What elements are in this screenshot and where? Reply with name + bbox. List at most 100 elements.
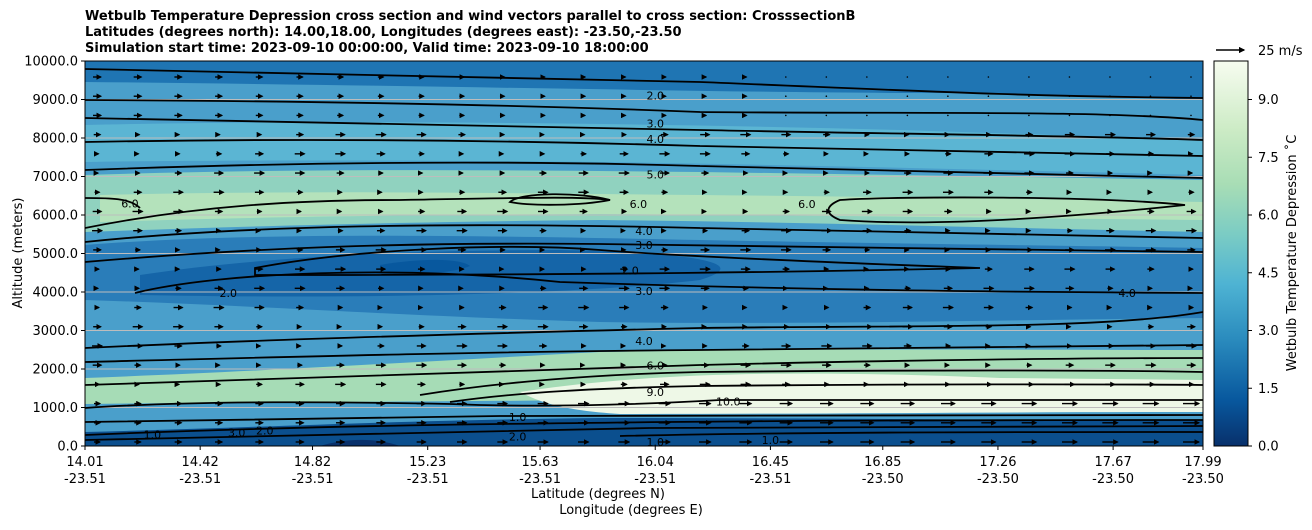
x-tick-label-lon: -23.51 bbox=[749, 472, 791, 487]
y-axis: 0.0 1000.0 2000.0 3000.0 4000.0 5000.0 6000.0 7… bbox=[24, 55, 85, 455]
x-tick-label-lat: 14.82 bbox=[294, 455, 331, 470]
wind-vector bbox=[1068, 76, 1071, 78]
contour-line bbox=[619, 431, 1203, 437]
contour-label: 10.0 bbox=[716, 396, 741, 409]
y-tick-label: 4000.0 bbox=[33, 286, 79, 301]
wind-vector bbox=[987, 95, 990, 98]
colorbar-gradient bbox=[1213, 60, 1249, 447]
wind-vector bbox=[866, 114, 868, 117]
x-tick-label-lat: 17.99 bbox=[1184, 455, 1221, 470]
x-tick-label-lon: -23.51 bbox=[519, 472, 561, 487]
x-tick-label-lat: 17.26 bbox=[979, 455, 1016, 470]
band-surface-dark bbox=[85, 418, 1203, 446]
contour-line bbox=[419, 369, 1203, 396]
y-tick-label: 5000.0 bbox=[33, 247, 79, 262]
y-tick-label: 0.0 bbox=[57, 440, 78, 455]
y-tick-label: 3000.0 bbox=[33, 324, 79, 339]
contour-line bbox=[134, 271, 1203, 294]
contour-label: 1.0 bbox=[144, 428, 162, 441]
colorbar-tick-label: 0.0 bbox=[1258, 440, 1279, 455]
wind-vector bbox=[785, 114, 787, 117]
chart-title-line-3: Simulation start time: 2023-09-10 00:00:… bbox=[85, 41, 649, 56]
wind-vector bbox=[1149, 114, 1152, 117]
colorbar-tick-label: 1.5 bbox=[1258, 382, 1279, 397]
colorbar: 0.0 1.5 3.0 4.5 6.0 7.5 9.0 Wetbulb Temperatur… bbox=[1213, 60, 1300, 455]
contour-label: 6.0 bbox=[121, 197, 139, 210]
contour-line bbox=[827, 196, 1186, 224]
colorbar-tick-label: 7.5 bbox=[1258, 151, 1279, 166]
wind-vector bbox=[1190, 76, 1192, 78]
wind-vector bbox=[1149, 95, 1152, 98]
contour-label: 3.0 bbox=[635, 285, 653, 298]
wind-vector bbox=[1190, 114, 1192, 117]
x-tick-label-lon: -23.51 bbox=[634, 472, 676, 487]
x-axis-label-latitude: Latitude (degrees N) bbox=[531, 487, 665, 502]
colorbar-tick-label: 9.0 bbox=[1258, 93, 1279, 108]
colorbar-tick-label: 3.0 bbox=[1258, 324, 1279, 339]
x-tick-label-lat: 14.01 bbox=[66, 455, 103, 470]
contour-line bbox=[85, 224, 1203, 243]
x-tick-label-lat: 17.67 bbox=[1095, 455, 1132, 470]
quiver-key-label: 25 m/s bbox=[1258, 44, 1303, 59]
contour-label: 4.0 bbox=[635, 225, 653, 238]
contour-label: 6.0 bbox=[798, 198, 816, 211]
wind-vector bbox=[866, 76, 868, 78]
wind-vector bbox=[987, 114, 990, 117]
wind-vector bbox=[906, 114, 909, 117]
wind-vector bbox=[866, 95, 868, 98]
contour-label: 4.0 bbox=[646, 133, 664, 146]
wind-vector bbox=[1149, 76, 1152, 78]
contour-label: 1.0 bbox=[646, 436, 664, 449]
contour-label: 9.0 bbox=[646, 386, 664, 399]
contour-label: 2.0 bbox=[220, 287, 238, 300]
colorbar-ticks: 0.0 1.5 3.0 4.5 6.0 7.5 9.0 bbox=[1248, 93, 1279, 455]
wind-vectors bbox=[92, 74, 1201, 445]
y-axis-label: Altitude (meters) bbox=[11, 198, 26, 309]
contour-labels: 2.03.04.05.06.0 6.0 6.04.03.02.02.0 3.0 4.04… bbox=[121, 90, 1136, 449]
wind-vector bbox=[947, 95, 949, 98]
contour-line bbox=[85, 197, 141, 209]
wind-vector bbox=[785, 95, 787, 98]
contour-line bbox=[508, 193, 611, 206]
y-tick-label: 9000.0 bbox=[33, 93, 79, 108]
y-tick-label: 6000.0 bbox=[33, 209, 79, 224]
contour-line bbox=[449, 383, 1203, 403]
y-tick-label: 7000.0 bbox=[33, 170, 79, 185]
contour-label: 2.0 bbox=[621, 264, 639, 277]
wind-vector bbox=[906, 95, 909, 98]
colorbar-tick-label: 6.0 bbox=[1258, 209, 1279, 224]
band-upper-light bbox=[85, 122, 1203, 175]
x-axis: 14.01 -23.51 14.42 -23.51 14.82 -23.51 15.23 -2… bbox=[64, 446, 1224, 487]
contour-line bbox=[85, 311, 1203, 349]
x-tick-label-lon: -23.50 bbox=[862, 472, 904, 487]
x-tick-label-lon: -23.50 bbox=[1182, 472, 1224, 487]
wind-vector bbox=[947, 114, 949, 117]
x-tick-label-lon: -23.51 bbox=[407, 472, 449, 487]
plot-area: 2.03.04.05.06.0 6.0 6.04.03.02.02.0 3.0 4.04… bbox=[85, 61, 1203, 449]
contour-label: 4.0 bbox=[1118, 287, 1136, 300]
contour-line bbox=[254, 245, 981, 276]
x-tick-label-lat: 16.04 bbox=[637, 455, 674, 470]
x-axis-label-longitude: Longitude (degrees E) bbox=[559, 503, 703, 518]
x-tick-label-lon: -23.51 bbox=[64, 472, 106, 487]
wind-vector bbox=[785, 76, 787, 78]
colorbar-label: Wetbulb Temperature Depression ˚C bbox=[1284, 135, 1300, 372]
contour-line bbox=[85, 399, 1203, 409]
x-tick-label-lat: 15.63 bbox=[521, 455, 558, 470]
contour-line bbox=[85, 425, 1203, 441]
contour-label: 1.0 bbox=[762, 434, 780, 447]
x-tick-label-lat: 15.23 bbox=[409, 455, 446, 470]
contour-label: 3.0 bbox=[635, 239, 653, 252]
contour-label: 5.0 bbox=[646, 169, 664, 182]
wind-vector bbox=[1028, 76, 1030, 78]
wind-vector bbox=[906, 76, 909, 78]
quiver-key: 25 m/s bbox=[1216, 44, 1303, 59]
contour-lines bbox=[85, 68, 1203, 441]
wind-vector bbox=[825, 114, 828, 117]
x-tick-label-lon: -23.50 bbox=[977, 472, 1019, 487]
x-tick-label-lon: -23.50 bbox=[1092, 472, 1134, 487]
x-tick-label-lat: 16.85 bbox=[864, 455, 901, 470]
contour-label: 2.0 bbox=[256, 425, 274, 438]
wind-vector bbox=[1068, 95, 1071, 98]
